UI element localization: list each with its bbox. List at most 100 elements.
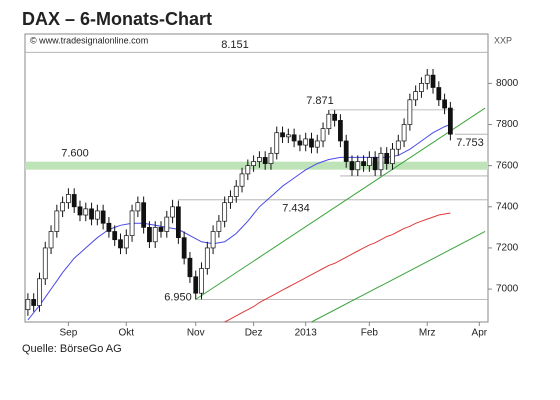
candle-body <box>436 87 442 101</box>
candle-body <box>210 231 216 249</box>
candle-body <box>390 148 395 164</box>
chart-title: DAX – 6-Monats-Chart <box>22 9 212 29</box>
candle-body <box>245 165 251 175</box>
candle-body <box>384 152 390 164</box>
candle-body <box>251 161 256 167</box>
moving-average <box>224 212 451 323</box>
candle-body <box>170 206 175 218</box>
candle-body <box>309 138 314 148</box>
x-tick-label: Apr <box>472 328 488 339</box>
candle-body <box>77 206 83 216</box>
level-label: 7.600 <box>61 148 89 160</box>
candle-body <box>401 124 407 142</box>
x-tick-label: Dez <box>245 328 263 339</box>
y-tick-label: 7000 <box>496 284 519 295</box>
candle-body <box>42 247 48 280</box>
candle-body <box>291 134 297 142</box>
trendline <box>311 231 486 323</box>
candle-body <box>66 194 71 204</box>
candle-body <box>378 152 384 171</box>
candle-body <box>147 227 152 243</box>
y-axis-label: XXP <box>494 35 512 45</box>
candle-body <box>48 231 54 249</box>
x-tick-label: Mrz <box>419 328 436 339</box>
candle-body <box>94 210 100 220</box>
candle-body <box>430 74 436 88</box>
y-tick-label: 7200 <box>496 243 519 254</box>
candle-body <box>199 268 204 294</box>
candle-body <box>123 235 129 249</box>
candle-body <box>314 140 320 148</box>
candle-body <box>175 206 181 239</box>
trendline <box>195 107 486 300</box>
candle-body <box>407 99 413 125</box>
candle-body <box>285 134 291 138</box>
candle-body <box>60 202 65 212</box>
x-tick-label: Feb <box>361 328 379 339</box>
candle-body <box>37 278 42 306</box>
y-tick-label: 8000 <box>496 78 519 89</box>
candle-body <box>112 231 118 241</box>
candle-body <box>419 83 424 92</box>
candle-body <box>141 202 147 228</box>
candle-body <box>320 128 326 142</box>
candle-body <box>204 247 210 269</box>
candle-body <box>216 220 222 232</box>
candle-body <box>355 161 361 171</box>
candle-body <box>326 113 332 129</box>
candle-body <box>448 107 453 135</box>
level-label: 7.434 <box>282 203 310 215</box>
candle-body <box>118 239 123 249</box>
candle-body <box>89 208 94 220</box>
candle-body <box>395 140 401 150</box>
candle-body <box>233 185 239 197</box>
candle-body <box>257 157 262 162</box>
candle-body <box>83 208 89 216</box>
candle-body <box>164 216 170 232</box>
x-tick-label: Okt <box>119 328 135 339</box>
x-tick-label: Nov <box>187 328 205 339</box>
candle-body <box>152 227 158 243</box>
level-label: 6.950 <box>164 291 192 303</box>
candle-body <box>413 91 419 101</box>
level-label: 7.753 <box>456 137 484 149</box>
level-label: 8.151 <box>221 39 249 51</box>
candle-body <box>25 299 31 311</box>
support-band <box>25 161 488 170</box>
candle-body <box>135 202 141 212</box>
candle-body <box>361 161 366 167</box>
source: Quelle: BörseGo AG <box>22 343 122 355</box>
candle-body <box>297 140 303 146</box>
candle-body <box>158 227 164 232</box>
candle-body <box>129 210 135 236</box>
candle-body <box>274 132 280 154</box>
candle-body <box>262 157 268 164</box>
candle-body <box>338 120 343 142</box>
candle-body <box>303 138 309 146</box>
candle-body <box>332 113 338 121</box>
watermark: © www.tradesignalonline.com <box>30 35 148 45</box>
level-label: 7.871 <box>306 95 334 107</box>
candle-body <box>71 194 77 208</box>
candle-body <box>106 222 112 232</box>
candle-body <box>343 140 349 162</box>
plot-frame <box>24 33 489 323</box>
candle-body <box>372 157 378 171</box>
candle-body <box>228 196 233 204</box>
candle-body <box>181 237 187 259</box>
candle-body <box>442 99 447 109</box>
x-tick-label: Sep <box>60 328 78 339</box>
y-tick-label: 7800 <box>496 119 519 130</box>
y-tick-label: 7600 <box>496 160 519 171</box>
candle-body <box>54 210 60 232</box>
candle-body <box>187 257 193 278</box>
x-tick-label: 2013 <box>295 328 318 339</box>
candle-body <box>31 299 37 306</box>
candle-body <box>239 173 245 187</box>
candle-body <box>349 161 355 171</box>
candle-body <box>100 210 106 224</box>
candle-body <box>366 157 372 167</box>
candle-body <box>268 152 274 164</box>
